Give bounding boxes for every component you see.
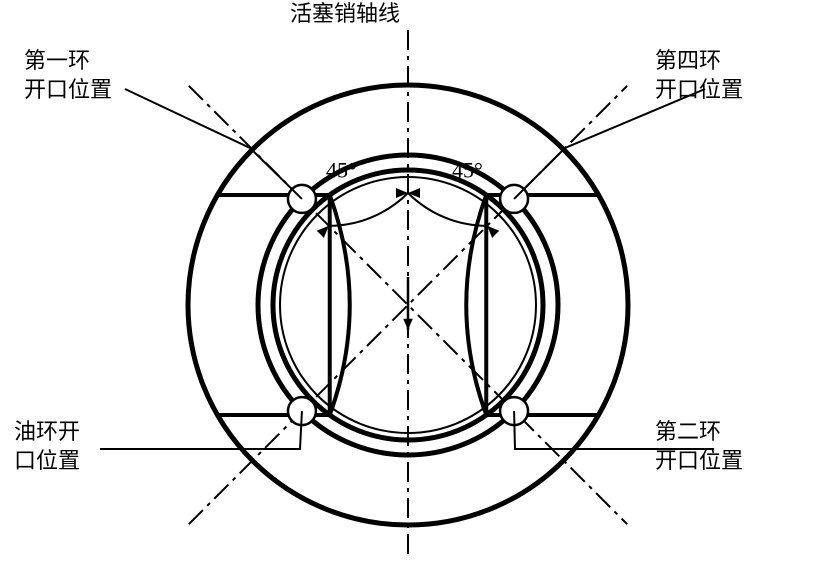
- pin-boss-left: [217, 195, 349, 415]
- label-axis: 活塞销轴线: [290, 0, 400, 29]
- label-oil-l2: 口位置: [14, 447, 80, 476]
- label-ring4-l2: 开口位置: [655, 76, 743, 105]
- center-arrow-head: [403, 319, 413, 330]
- label-ring2-l2: 开口位置: [655, 447, 743, 476]
- label-ring1-l1: 第一环: [24, 47, 112, 76]
- angle-arrow: [408, 188, 420, 198]
- leader-ring4: [514, 89, 705, 199]
- label-oil: 油环开 口位置: [14, 418, 80, 475]
- label-ring2-l1: 第二环: [655, 418, 743, 447]
- label-oil-l1: 油环开: [14, 418, 80, 447]
- label-ring1-l2: 开口位置: [24, 76, 112, 105]
- angle-label-left: 45°: [326, 157, 357, 182]
- label-ring2: 第二环 开口位置: [655, 418, 743, 475]
- angle-label-right: 45°: [452, 157, 483, 182]
- label-ring1: 第一环 开口位置: [24, 47, 112, 104]
- leader-ring1: [125, 89, 302, 199]
- pin-boss-right: [466, 195, 598, 415]
- angle-arrow: [487, 226, 499, 238]
- label-ring4-l1: 第四环: [655, 47, 743, 76]
- label-ring4: 第四环 开口位置: [655, 47, 743, 104]
- angle-arrow: [317, 226, 329, 238]
- angle-arrow: [396, 188, 408, 198]
